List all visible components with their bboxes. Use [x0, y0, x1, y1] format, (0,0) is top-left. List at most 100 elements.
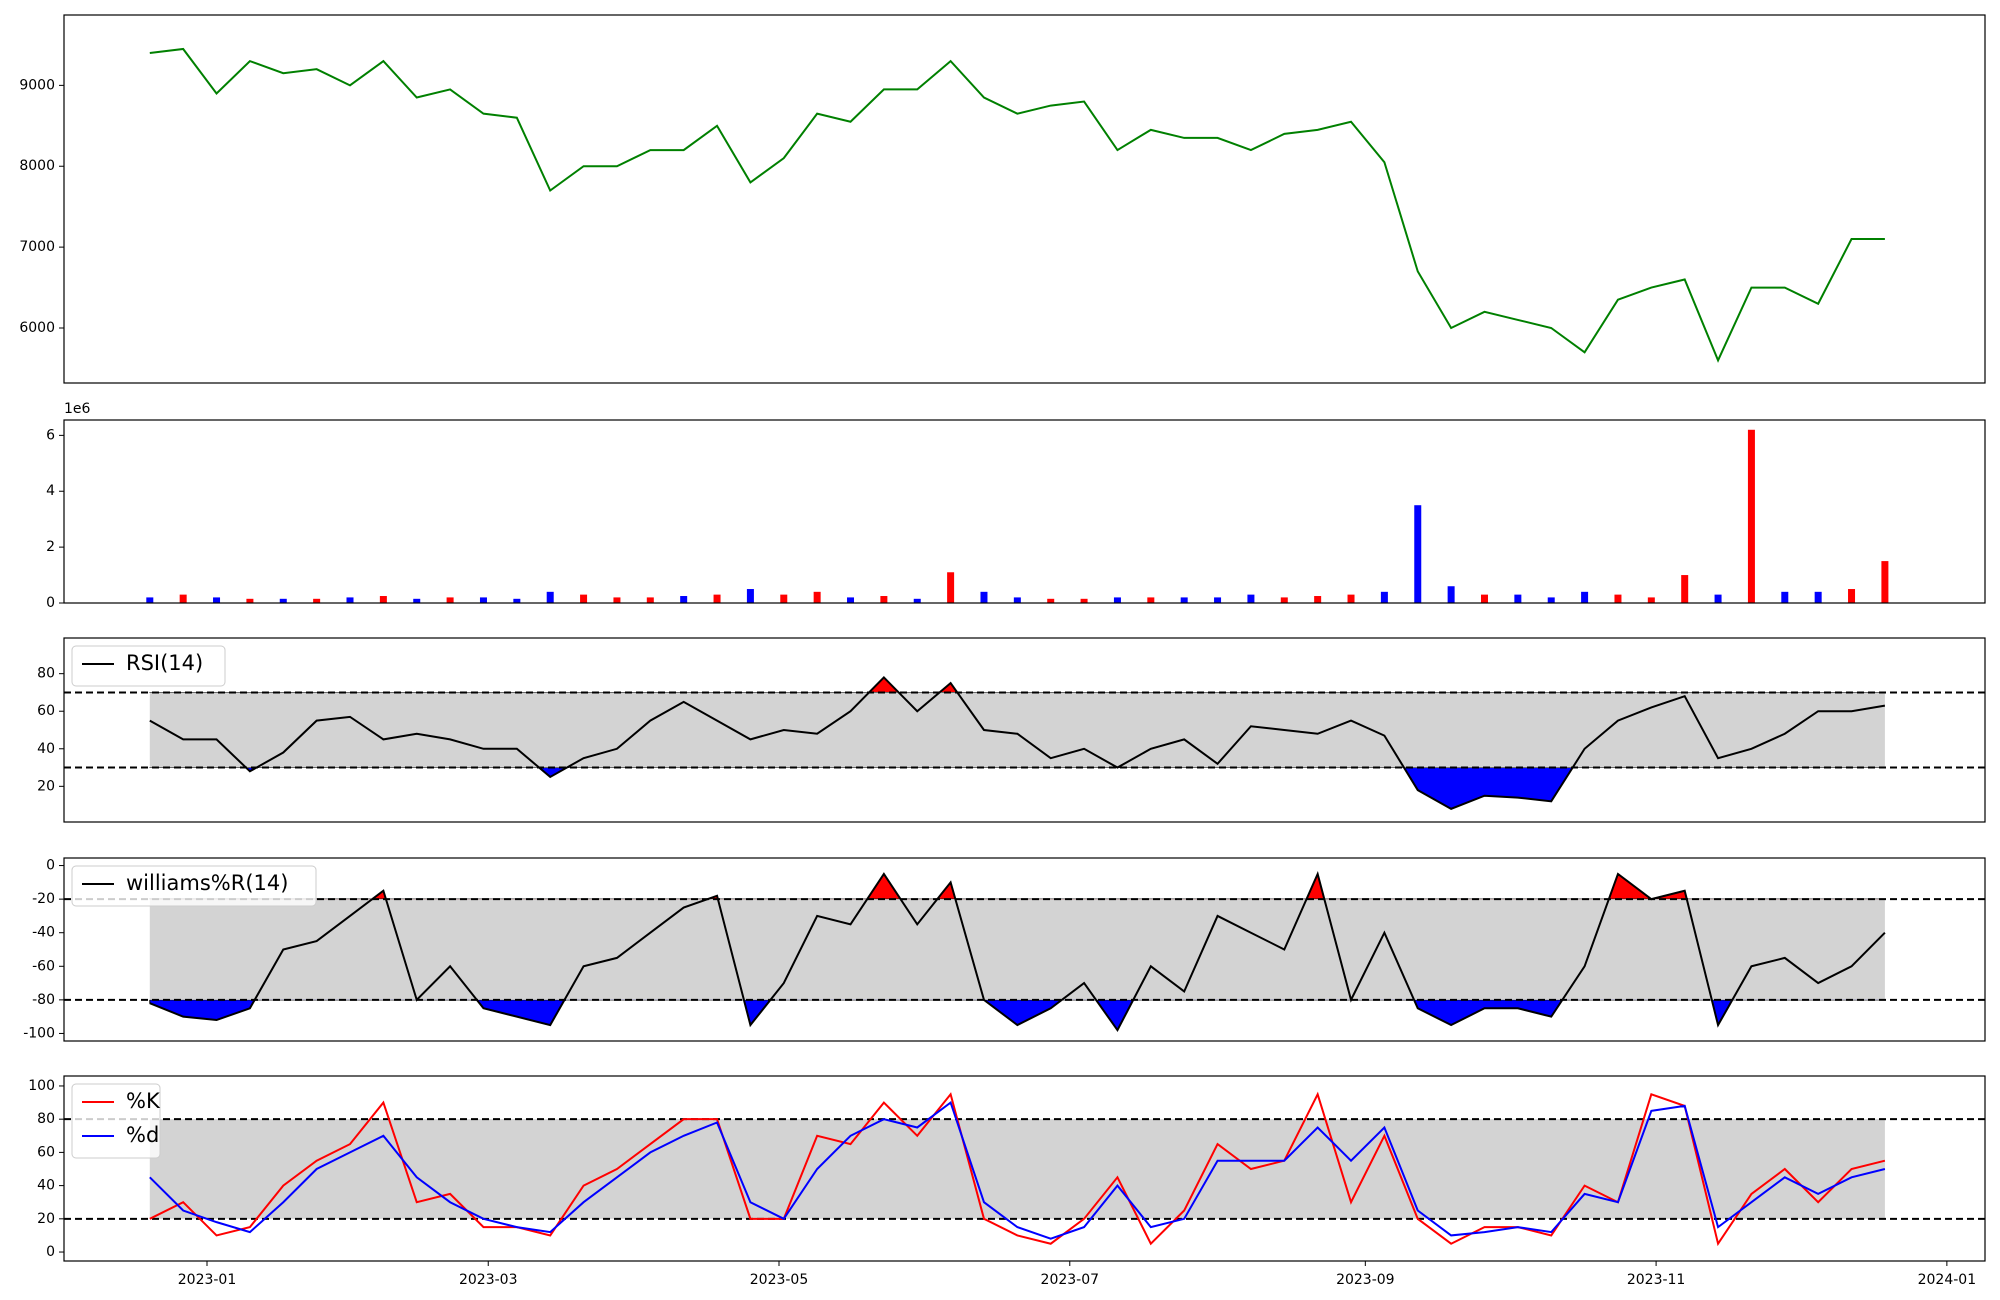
oversold-fill	[149, 999, 1886, 1032]
neutral-band	[149, 899, 1885, 1000]
indicator-line	[149, 1100, 1886, 1240]
volume-bar	[746, 589, 754, 603]
y-tick-label: 4	[46, 483, 55, 499]
volume-bar	[580, 594, 588, 603]
volume-bar	[1714, 594, 1722, 603]
volume-bar	[1113, 597, 1121, 603]
legend-box	[71, 865, 317, 907]
legend-box	[71, 645, 226, 687]
volume-bar	[1047, 598, 1055, 603]
x-tick-label: 2024-01	[1918, 1272, 1977, 1288]
volume-bar	[513, 598, 521, 603]
y-tick-label: 80	[37, 1111, 55, 1127]
y-tick-label: -40	[32, 925, 55, 941]
volume-bar	[646, 597, 654, 603]
volume-bar	[1514, 594, 1522, 603]
volume-bar	[279, 598, 287, 603]
volume-bar	[1581, 591, 1589, 603]
x-tick-label: 2023-03	[459, 1272, 518, 1288]
y-tick-label: -80	[32, 992, 55, 1008]
volume-bar	[246, 598, 254, 603]
x-tick-label: 2023-07	[1041, 1272, 1100, 1288]
volume-bar	[346, 597, 354, 603]
volume-bar	[913, 598, 921, 603]
y-tick-label: 9000	[19, 77, 55, 93]
volume-bar	[313, 598, 321, 603]
volume-bar	[446, 597, 454, 603]
y-tick-label: 7000	[19, 239, 55, 255]
axes-frame	[63, 419, 1986, 604]
volume-bar	[379, 596, 387, 603]
volume-bar	[1147, 597, 1155, 603]
volume-bar	[413, 598, 421, 603]
y-tick-label: 0	[46, 595, 55, 611]
axes-frame	[63, 1075, 1986, 1262]
volume-bar	[1180, 597, 1188, 603]
y-tick-label: 40	[37, 1178, 55, 1194]
indicator-line	[149, 1091, 1886, 1247]
y-tick-label: 20	[37, 1211, 55, 1227]
volume-bar	[880, 596, 888, 603]
volume-bar	[613, 597, 621, 603]
volume-bar	[1380, 591, 1388, 603]
volume-bar	[1280, 597, 1288, 603]
volume-bar	[1547, 597, 1555, 603]
volume-bar	[1080, 598, 1088, 603]
axes-frame	[63, 14, 1986, 384]
volume-bar	[146, 597, 154, 603]
y-tick-label: 20	[37, 778, 55, 794]
y-tick-label: -20	[32, 891, 55, 907]
volume-bar	[479, 597, 487, 603]
volume-bar	[179, 594, 187, 603]
volume-bar	[780, 594, 788, 603]
x-tick-label: 2023-11	[1627, 1272, 1686, 1288]
offset-label: 1e6	[64, 401, 91, 417]
volume-bar	[1447, 586, 1455, 603]
plot-area	[146, 429, 1889, 603]
neutral-band	[149, 1119, 1885, 1219]
volume-bar	[1614, 594, 1622, 603]
volume-bar	[947, 572, 955, 603]
y-tick-label: -100	[23, 1025, 55, 1041]
volume-bar	[713, 594, 721, 603]
volume-bar	[847, 597, 855, 603]
volume-bar	[1647, 597, 1655, 603]
oversold-fill	[149, 767, 1886, 810]
volume-bar	[1013, 597, 1021, 603]
volume-bar	[1814, 591, 1822, 603]
neutral-band	[149, 692, 1885, 768]
y-tick-label: 6000	[19, 320, 55, 336]
legend-label: williams%R(14)	[126, 871, 288, 895]
volume-bar	[1247, 594, 1255, 603]
y-tick-label: 8000	[19, 158, 55, 174]
volume-bar	[546, 591, 554, 603]
y-tick-label: 60	[37, 1144, 55, 1160]
y-tick-label: 6	[46, 427, 55, 443]
legend-label: %K	[126, 1089, 161, 1113]
volume-bar	[680, 596, 688, 603]
volume-bar	[1314, 596, 1322, 603]
volume-bar	[1848, 589, 1856, 603]
y-tick-label: 100	[28, 1078, 55, 1094]
volume-bar	[813, 591, 821, 603]
volume-bar	[213, 597, 221, 603]
volume-bar	[1480, 594, 1488, 603]
volume-bar	[1414, 505, 1422, 603]
y-tick-label: 40	[37, 741, 55, 757]
plot-area	[149, 47, 1885, 363]
volume-bar	[980, 591, 988, 603]
y-tick-label: -60	[32, 958, 55, 974]
y-tick-label: 2	[46, 539, 55, 555]
volume-bar	[1214, 597, 1222, 603]
axes-frame	[63, 857, 1986, 1042]
volume-bar	[1681, 575, 1689, 603]
y-tick-label: 0	[46, 1244, 55, 1260]
y-tick-label: 80	[37, 666, 55, 682]
x-tick-label: 2023-05	[750, 1272, 809, 1288]
x-tick-label: 2023-01	[178, 1272, 237, 1288]
legend-label: %d	[126, 1123, 159, 1147]
volume-bar	[1347, 594, 1355, 603]
volume-bar	[1747, 429, 1755, 603]
legend-label: RSI(14)	[126, 651, 203, 675]
